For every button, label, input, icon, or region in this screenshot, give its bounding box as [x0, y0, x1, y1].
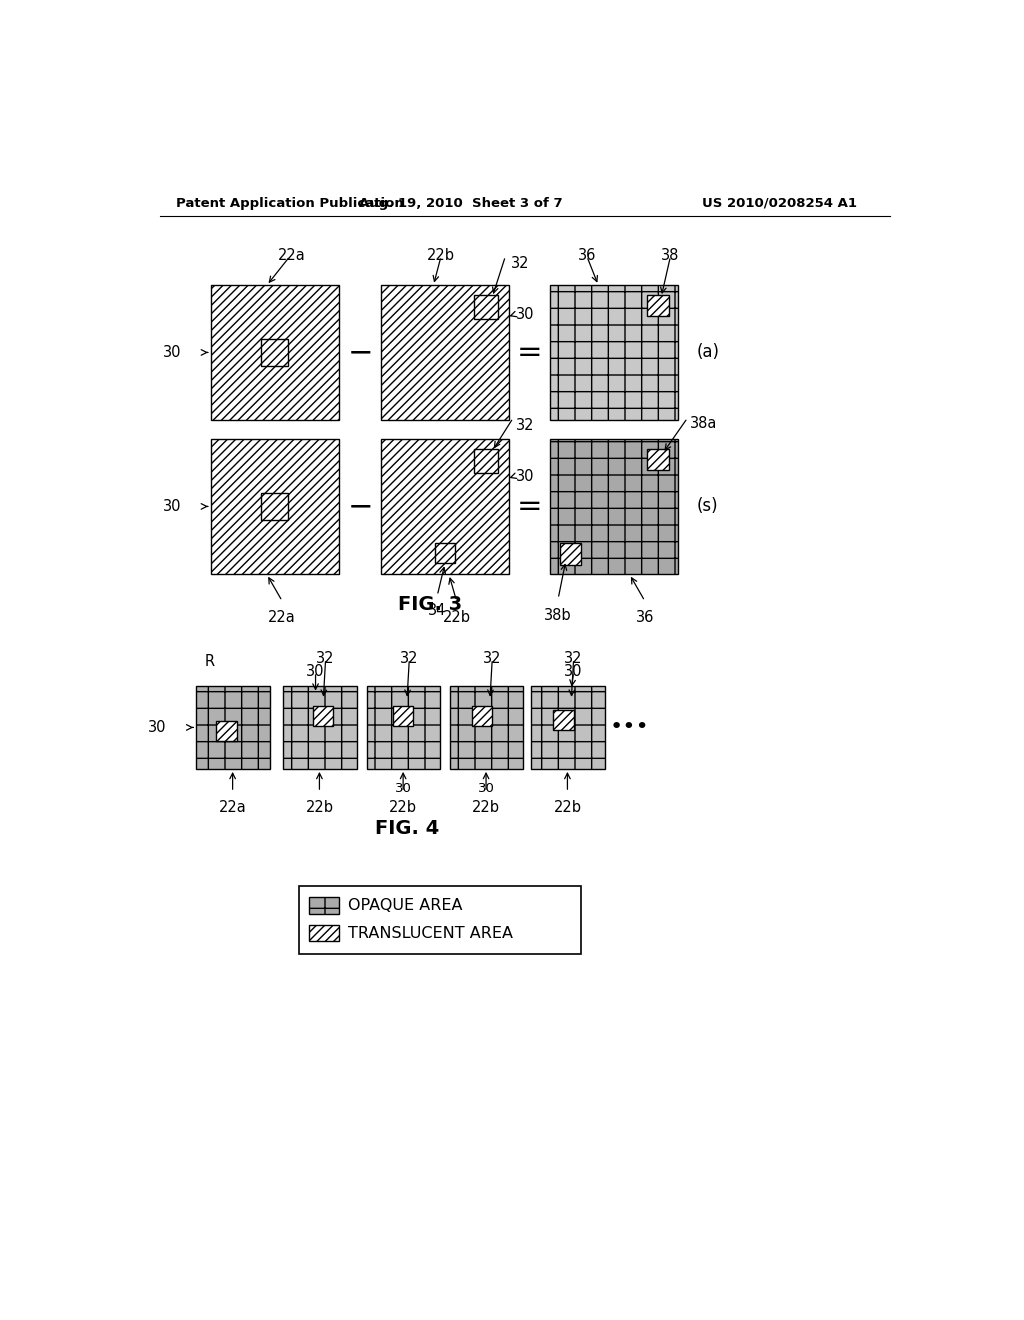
Bar: [550, 285, 678, 420]
Text: FIG. 4: FIG. 4: [375, 818, 439, 838]
Bar: [367, 686, 440, 770]
Text: 30: 30: [394, 781, 412, 795]
Text: 30: 30: [148, 719, 167, 735]
Text: R: R: [205, 653, 215, 668]
Bar: [261, 494, 288, 520]
Text: (s): (s): [697, 498, 719, 515]
Text: 38a: 38a: [690, 416, 717, 432]
Text: 22b: 22b: [427, 248, 455, 264]
Text: 22b: 22b: [553, 800, 582, 814]
Text: 32: 32: [483, 651, 502, 667]
Text: •••: •••: [609, 718, 649, 738]
Bar: [197, 686, 270, 770]
Bar: [313, 706, 334, 726]
Bar: [211, 440, 339, 574]
Text: 32: 32: [511, 256, 529, 271]
Text: (a): (a): [696, 343, 719, 362]
Bar: [647, 294, 669, 317]
Text: 34: 34: [428, 603, 446, 619]
Text: −: −: [348, 492, 374, 521]
Text: 22a: 22a: [278, 248, 305, 264]
Text: =: =: [517, 492, 543, 521]
Bar: [474, 296, 498, 318]
Bar: [435, 543, 455, 562]
Text: FIG. 3: FIG. 3: [398, 595, 462, 615]
Text: Aug. 19, 2010  Sheet 3 of 7: Aug. 19, 2010 Sheet 3 of 7: [359, 197, 563, 210]
Bar: [211, 285, 339, 420]
Text: 30: 30: [515, 469, 534, 484]
Text: Patent Application Publication: Patent Application Publication: [176, 197, 403, 210]
Text: OPAQUE AREA: OPAQUE AREA: [348, 898, 463, 913]
Text: 32: 32: [400, 651, 419, 667]
Text: 22b: 22b: [389, 800, 417, 814]
Text: 22a: 22a: [268, 610, 296, 624]
Bar: [560, 544, 582, 565]
Text: 30: 30: [477, 781, 495, 795]
Text: 32: 32: [515, 418, 534, 433]
Text: 32: 32: [316, 651, 335, 667]
Bar: [381, 285, 509, 420]
Bar: [261, 339, 288, 366]
Bar: [393, 706, 414, 726]
Text: 30: 30: [163, 499, 181, 513]
Text: 30: 30: [306, 664, 325, 680]
Text: 32: 32: [564, 651, 583, 667]
Text: 38: 38: [662, 248, 680, 264]
Text: 38b: 38b: [545, 609, 572, 623]
Bar: [474, 450, 498, 473]
Bar: [472, 706, 493, 726]
Text: US 2010/0208254 A1: US 2010/0208254 A1: [701, 197, 856, 210]
Text: 22b: 22b: [305, 800, 334, 814]
Text: 36: 36: [636, 610, 654, 624]
Bar: [283, 686, 356, 770]
Text: 36: 36: [578, 248, 596, 264]
Bar: [531, 686, 604, 770]
Text: 30: 30: [163, 345, 181, 360]
Bar: [309, 924, 339, 941]
Text: =: =: [517, 338, 543, 367]
Bar: [299, 886, 582, 954]
Bar: [216, 721, 237, 742]
Bar: [554, 710, 573, 730]
Text: 22b: 22b: [472, 800, 500, 814]
Text: −: −: [348, 338, 374, 367]
Text: 22a: 22a: [219, 800, 247, 814]
Text: TRANSLUCENT AREA: TRANSLUCENT AREA: [348, 925, 513, 941]
Bar: [450, 686, 523, 770]
Bar: [647, 449, 669, 470]
Text: 30: 30: [515, 308, 534, 322]
Bar: [550, 440, 678, 574]
Text: 22b: 22b: [442, 610, 471, 624]
Bar: [309, 896, 339, 913]
Bar: [381, 440, 509, 574]
Text: 30: 30: [564, 664, 583, 680]
